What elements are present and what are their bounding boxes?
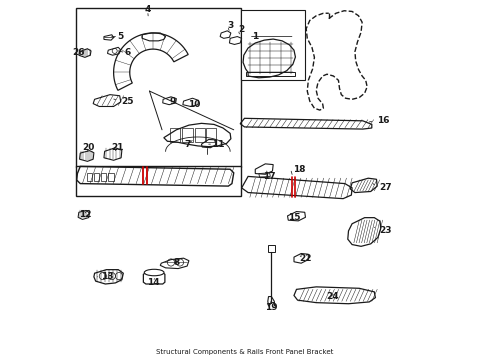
Text: 15: 15: [288, 213, 300, 222]
Text: 4: 4: [144, 5, 151, 14]
Text: 20: 20: [82, 143, 95, 152]
Bar: [76, 8, 241, 167]
Text: 9: 9: [169, 96, 176, 105]
Text: 11: 11: [212, 140, 224, 149]
Text: 7: 7: [183, 140, 190, 149]
Text: 23: 23: [378, 226, 391, 235]
Text: 2: 2: [237, 25, 244, 34]
Text: 24: 24: [325, 292, 338, 301]
Ellipse shape: [144, 269, 163, 276]
Text: 6: 6: [124, 48, 131, 57]
Text: 21: 21: [111, 143, 123, 152]
Text: 26: 26: [72, 48, 85, 57]
Bar: [76, 166, 241, 196]
Text: 19: 19: [264, 303, 277, 312]
Text: 10: 10: [188, 100, 200, 109]
Text: 16: 16: [376, 116, 389, 125]
Text: 25: 25: [121, 96, 133, 105]
Text: 27: 27: [378, 183, 391, 192]
Text: Structural Components & Rails Front Panel Bracket: Structural Components & Rails Front Pane…: [156, 349, 332, 355]
Text: 1: 1: [251, 32, 257, 41]
Text: 8: 8: [173, 258, 179, 267]
Text: 13: 13: [101, 272, 113, 281]
Text: 12: 12: [79, 210, 91, 219]
Text: 17: 17: [263, 172, 275, 181]
Bar: [241, 10, 305, 80]
Text: 5: 5: [118, 32, 123, 41]
Text: 3: 3: [226, 21, 233, 30]
Text: 14: 14: [146, 278, 159, 287]
Text: 18: 18: [292, 165, 305, 174]
Text: 22: 22: [299, 255, 311, 264]
